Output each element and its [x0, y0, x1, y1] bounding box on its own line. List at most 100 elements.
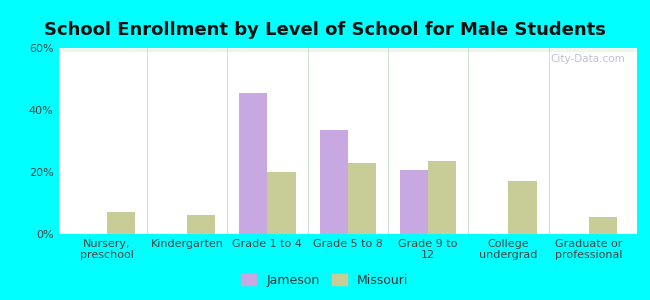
Bar [58, 50, 637, 52]
Bar [58, 49, 637, 51]
Text: City-Data.com: City-Data.com [551, 54, 625, 64]
Bar [58, 49, 637, 50]
Bar [58, 48, 637, 50]
Bar [58, 48, 637, 50]
Bar [58, 48, 637, 50]
Bar [58, 48, 637, 50]
Bar [58, 49, 637, 51]
Bar [58, 50, 637, 51]
Bar [58, 50, 637, 51]
Bar [58, 49, 637, 51]
Bar [58, 49, 637, 51]
Bar [320, 130, 348, 234]
Bar [58, 48, 637, 50]
Bar [58, 50, 637, 52]
Bar [58, 49, 637, 50]
Bar [58, 49, 637, 51]
Bar [187, 215, 215, 234]
Bar [58, 50, 637, 52]
Bar [58, 49, 637, 51]
Bar [58, 50, 637, 51]
Bar [58, 48, 637, 50]
Bar [58, 48, 637, 50]
Bar [58, 48, 637, 50]
Bar [58, 49, 637, 51]
Bar [58, 50, 637, 51]
Bar [58, 48, 637, 50]
Bar [589, 217, 617, 234]
Bar [58, 49, 637, 51]
Bar [58, 49, 637, 51]
Bar [58, 49, 637, 51]
Bar [58, 49, 637, 51]
Bar [58, 49, 637, 51]
Bar [58, 49, 637, 51]
Bar [58, 49, 637, 51]
Bar [58, 49, 637, 51]
Bar [58, 50, 637, 51]
Bar [58, 48, 637, 50]
Bar [58, 48, 637, 50]
Bar [58, 49, 637, 50]
Bar [58, 49, 637, 51]
Bar [58, 49, 637, 50]
Bar [58, 49, 637, 50]
Bar [58, 49, 637, 51]
Bar [58, 49, 637, 51]
Bar [58, 49, 637, 51]
Bar [58, 50, 637, 52]
Bar [428, 161, 456, 234]
Bar [58, 49, 637, 51]
Bar [58, 48, 637, 50]
Bar [58, 50, 637, 51]
Bar [58, 50, 637, 51]
Bar [58, 50, 637, 52]
Bar [58, 49, 637, 50]
Text: School Enrollment by Level of School for Male Students: School Enrollment by Level of School for… [44, 21, 606, 39]
Bar [58, 48, 637, 50]
Bar [58, 50, 637, 52]
Bar [58, 49, 637, 51]
Bar [58, 48, 637, 50]
Bar [58, 50, 637, 51]
Bar [58, 48, 637, 50]
Bar [400, 170, 428, 234]
Bar [58, 49, 637, 51]
Bar [58, 50, 637, 51]
Bar [58, 49, 637, 50]
Bar [58, 48, 637, 50]
Bar [58, 48, 637, 50]
Bar [58, 50, 637, 52]
Bar [58, 50, 637, 52]
Bar [58, 49, 637, 51]
Bar [58, 49, 637, 51]
Bar [58, 50, 637, 52]
Bar [58, 49, 637, 50]
Bar [58, 48, 637, 50]
Bar [107, 212, 135, 234]
Bar [267, 172, 296, 234]
Bar [58, 49, 637, 51]
Bar [58, 49, 637, 50]
Bar [58, 50, 637, 52]
Bar [348, 163, 376, 234]
Bar [58, 50, 637, 51]
Bar [239, 93, 267, 234]
Bar [58, 49, 637, 51]
Bar [58, 49, 637, 51]
Bar [58, 49, 637, 50]
Bar [58, 50, 637, 51]
Bar [58, 48, 637, 50]
Bar [58, 50, 637, 52]
Bar [58, 49, 637, 51]
Bar [58, 48, 637, 50]
Bar [58, 48, 637, 50]
Bar [58, 49, 637, 51]
Bar [58, 49, 637, 50]
Bar [58, 49, 637, 51]
Bar [58, 49, 637, 51]
Bar [58, 50, 637, 52]
Bar [58, 50, 637, 52]
Legend: Jameson, Missouri: Jameson, Missouri [238, 270, 412, 291]
Bar [58, 49, 637, 50]
